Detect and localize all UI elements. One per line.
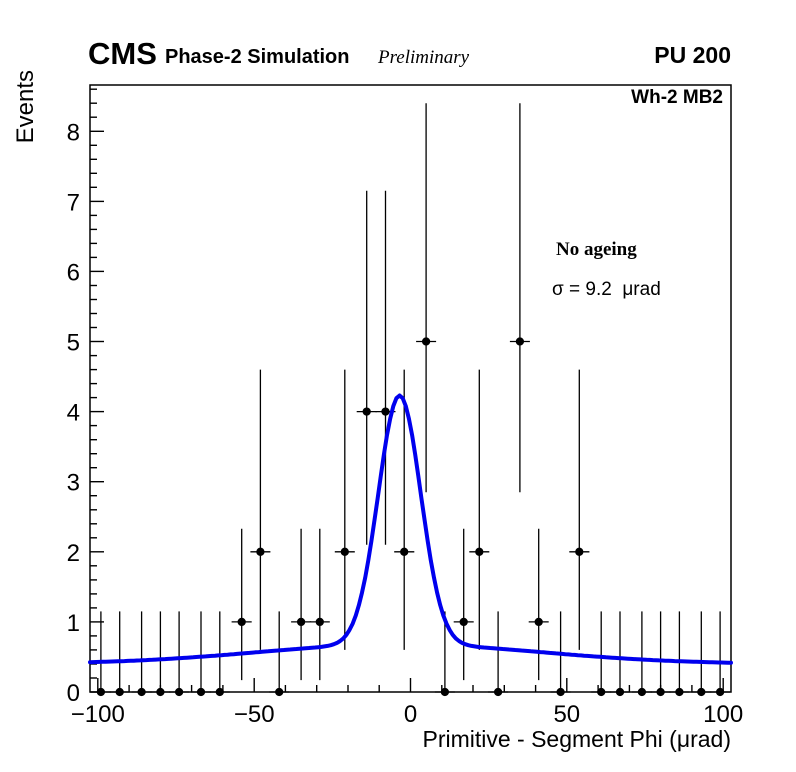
data-point-marker — [515, 337, 525, 346]
data-point-marker — [475, 547, 484, 556]
data-point-marker — [315, 617, 324, 627]
data-point-marker — [174, 687, 184, 697]
svg-text:0: 0 — [67, 680, 80, 707]
data-point-marker — [575, 547, 584, 556]
data-point-marker — [156, 687, 165, 697]
data-point-marker — [196, 687, 206, 697]
svg-text:6: 6 — [67, 259, 80, 286]
y-axis-title: Events — [12, 70, 39, 144]
data-point-marker — [615, 687, 625, 697]
data-point-marker — [440, 687, 450, 697]
data-point-marker — [340, 547, 349, 556]
data-point-marker — [697, 687, 706, 697]
svg-text:8: 8 — [67, 119, 80, 146]
data-point-marker — [275, 687, 284, 697]
data-point-marker — [493, 687, 503, 697]
data-point-marker — [237, 617, 246, 627]
data-point-marker — [656, 687, 665, 697]
data-point-marker — [421, 337, 431, 346]
x-axis-title: Primitive - Segment Phi (μrad) — [422, 726, 731, 752]
plot-frame — [89, 84, 732, 693]
data-point-marker — [296, 617, 306, 627]
phase2-simulation-label: Phase-2 Simulation — [165, 46, 350, 68]
data-point-marker — [715, 687, 725, 697]
preliminary-label: Preliminary — [378, 47, 470, 68]
data-point-marker — [381, 407, 390, 416]
data-point-marker — [115, 687, 124, 697]
data-points — [90, 103, 731, 697]
data-point-marker — [256, 547, 265, 556]
fit-curve — [88, 393, 733, 665]
y-axis-ticks — [90, 88, 104, 693]
data-point-marker — [137, 687, 146, 697]
svg-text:2: 2 — [67, 540, 80, 567]
svg-text:0: 0 — [404, 701, 417, 728]
sigma-annotation: σ = 9.2 μrad — [552, 279, 661, 300]
svg-text:3: 3 — [67, 470, 80, 497]
data-point-marker — [597, 687, 606, 697]
data-point-marker — [675, 687, 684, 697]
data-point-marker — [96, 687, 106, 697]
x-tick-labels: −100 −50 0 50 100 — [71, 701, 743, 728]
data-point-marker — [534, 617, 543, 627]
ageing-annotation: No ageing — [556, 239, 637, 260]
pileup-label: PU 200 — [654, 42, 731, 68]
data-point-marker — [637, 687, 647, 697]
svg-text:4: 4 — [67, 400, 80, 427]
data-point-marker — [556, 687, 565, 697]
svg-text:50: 50 — [553, 701, 580, 728]
cms-logo-text: CMS — [88, 36, 157, 71]
svg-text:−100: −100 — [71, 701, 125, 728]
x-axis-ticks — [97, 678, 724, 692]
svg-text:−50: −50 — [234, 701, 275, 728]
chamber-label: Wh-2 MB2 — [631, 87, 723, 108]
data-point-marker — [215, 687, 224, 697]
data-point-marker — [362, 407, 371, 416]
y-tick-labels: 0 1 2 3 4 5 6 7 8 — [67, 119, 80, 707]
data-point-marker — [459, 617, 468, 627]
svg-text:100: 100 — [703, 701, 743, 728]
svg-text:7: 7 — [67, 189, 80, 216]
svg-text:1: 1 — [67, 610, 80, 637]
svg-text:5: 5 — [67, 330, 80, 357]
data-point-marker — [400, 547, 409, 556]
